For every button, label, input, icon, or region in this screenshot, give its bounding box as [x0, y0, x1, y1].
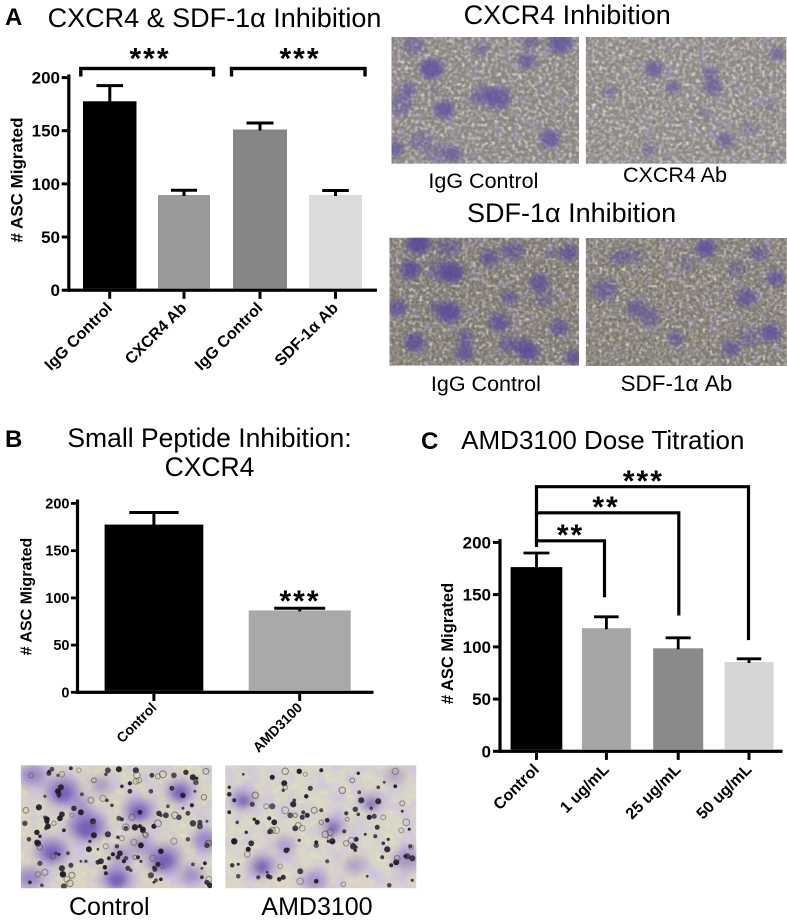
svg-text:# ASC Migrated: # ASC Migrated — [8, 117, 27, 242]
svg-text:Small Peptide Inhibition:: Small Peptide Inhibition: — [67, 423, 351, 453]
svg-text:IgG Control: IgG Control — [431, 372, 541, 396]
svg-text:SDF-1α Inhibition: SDF-1α Inhibition — [467, 198, 676, 228]
svg-text:0: 0 — [482, 742, 491, 761]
svg-text:150: 150 — [463, 586, 491, 605]
svg-text:***: *** — [623, 465, 664, 498]
svg-text:# ASC Migrated: # ASC Migrated — [439, 583, 457, 704]
svg-text:A: A — [5, 4, 22, 31]
svg-text:AMD3100: AMD3100 — [261, 893, 372, 918]
svg-text:CXCR4 & SDF-1α Inhibition: CXCR4 & SDF-1α Inhibition — [48, 3, 382, 33]
svg-text:***: *** — [279, 585, 320, 618]
svg-text:200: 200 — [32, 69, 60, 88]
svg-text:# ASC Migrated: # ASC Migrated — [19, 538, 36, 656]
svg-text:0: 0 — [61, 685, 69, 701]
svg-text:50: 50 — [41, 228, 60, 247]
svg-text:B: B — [5, 426, 22, 453]
svg-text:Control: Control — [69, 893, 150, 918]
svg-text:CXCR4 Ab: CXCR4 Ab — [623, 163, 727, 187]
svg-text:IgG Control: IgG Control — [428, 169, 538, 193]
svg-text:50: 50 — [472, 690, 491, 709]
svg-text:CXCR4: CXCR4 — [165, 452, 255, 482]
svg-text:C: C — [421, 428, 438, 455]
svg-text:***: *** — [279, 43, 320, 76]
svg-text:CXCR4 Inhibition: CXCR4 Inhibition — [464, 0, 671, 30]
svg-text:100: 100 — [463, 638, 491, 657]
svg-text:**: ** — [557, 519, 584, 552]
svg-text:50: 50 — [53, 638, 69, 654]
svg-text:100: 100 — [45, 591, 69, 607]
svg-text:AMD3100 Dose Titration: AMD3100 Dose Titration — [461, 425, 744, 455]
svg-text:200: 200 — [45, 496, 69, 512]
svg-text:SDF-1α Ab: SDF-1α Ab — [621, 371, 733, 396]
svg-text:0: 0 — [51, 281, 60, 300]
svg-text:150: 150 — [32, 122, 60, 141]
svg-text:150: 150 — [45, 544, 69, 560]
svg-text:***: *** — [129, 43, 170, 76]
svg-text:200: 200 — [463, 533, 491, 552]
svg-text:100: 100 — [32, 175, 60, 194]
svg-text:**: ** — [592, 491, 619, 524]
